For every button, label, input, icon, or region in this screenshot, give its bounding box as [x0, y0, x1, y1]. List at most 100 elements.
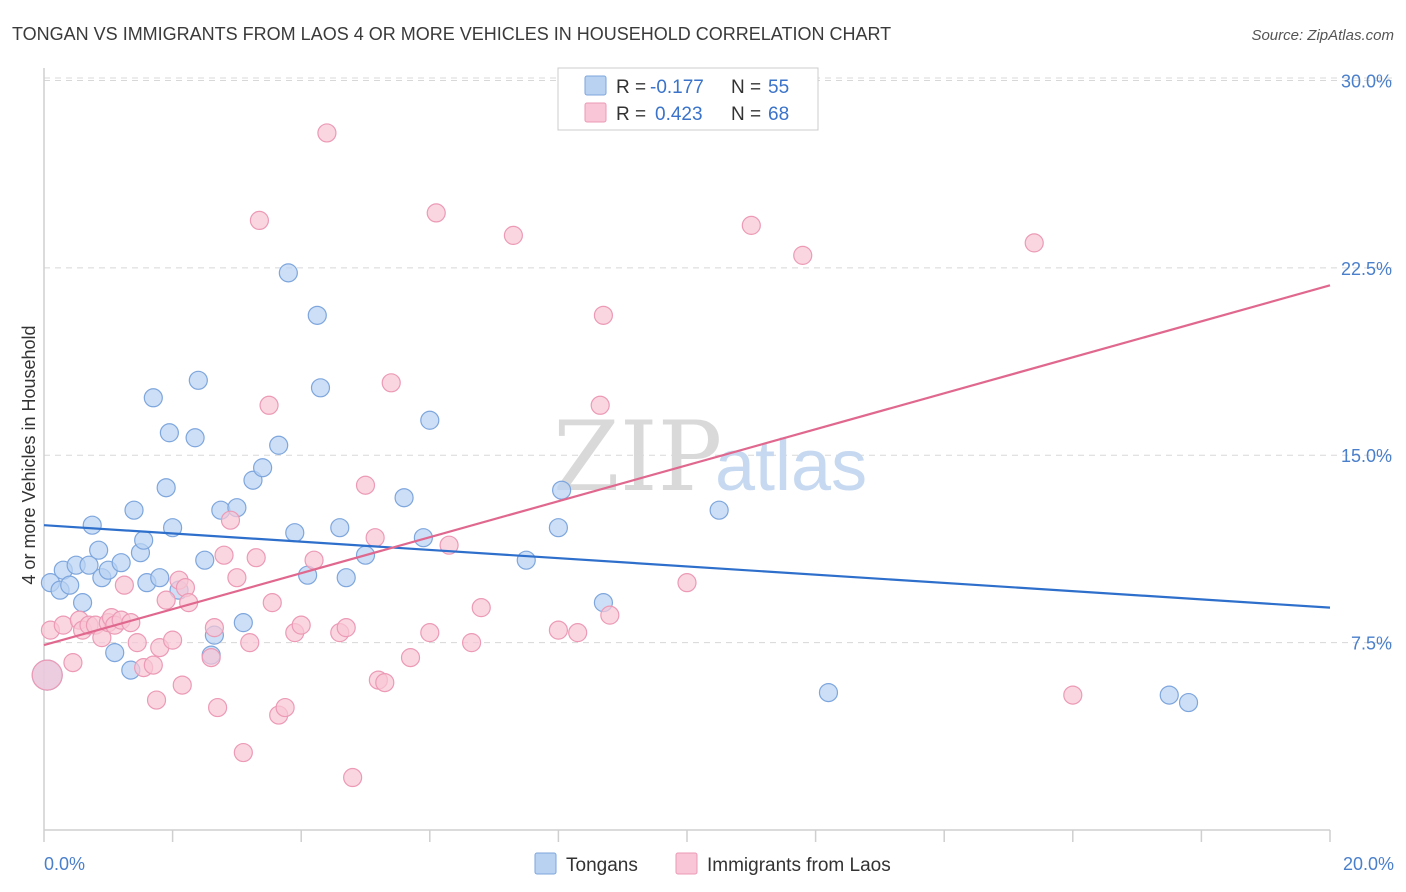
- bottom-legend-laos: Immigrants from Laos: [707, 855, 891, 876]
- watermark: ZIP atlas: [553, 401, 867, 513]
- point-blue-42: [336, 568, 356, 588]
- point-pink-30: [220, 510, 241, 530]
- point-pink-18: [146, 690, 167, 710]
- point-blue-12: [105, 643, 125, 663]
- point-blue-17: [134, 530, 154, 550]
- point-pink-57: [471, 598, 491, 618]
- bottom-legend: Tongans Immigrants from Laos: [534, 852, 891, 876]
- point-blue-47: [516, 550, 536, 570]
- legend-swatch-pink: [584, 102, 607, 123]
- point-blue-45: [413, 528, 433, 548]
- x-tick-max: 20.0%: [1343, 854, 1394, 874]
- point-pink-28: [208, 697, 228, 718]
- point-pink-64: [677, 573, 697, 593]
- point-blue-39: [307, 305, 327, 325]
- legend-swatch-blue: [584, 75, 607, 96]
- point-blue-34: [253, 458, 273, 478]
- point-pink-66: [793, 245, 813, 265]
- point-blue-22: [159, 423, 179, 443]
- legend-r-label-1: R =: [616, 77, 646, 98]
- x-tick-min: 0.0%: [44, 854, 85, 874]
- point-pink-68: [1063, 685, 1083, 705]
- point-blue-32: [233, 613, 253, 633]
- point-pink-34: [246, 548, 266, 568]
- x-axis-ticks: [43, 830, 1331, 842]
- point-pink-42: [304, 550, 324, 570]
- point-pink-55: [439, 535, 459, 555]
- series-immigrants-from-laos: [31, 123, 1083, 788]
- point-blue-8: [82, 515, 102, 535]
- point-blue-25: [185, 428, 205, 448]
- gridlines: [44, 77, 1392, 644]
- point-pink-15: [127, 633, 147, 653]
- point-pink-54: [426, 203, 446, 223]
- point-pink-21: [163, 630, 183, 650]
- point-pink-61: [590, 395, 610, 415]
- legend-n-value-1: 55: [768, 77, 789, 98]
- trend-line-tongans: [43, 524, 1331, 609]
- point-pink-67: [1024, 233, 1044, 253]
- y-tick-label-2: 22.5%: [1341, 259, 1392, 279]
- watermark-atlas: atlas: [715, 426, 867, 506]
- point-pink-60: [568, 623, 588, 643]
- y-tick-labels: 7.5% 15.0% 22.5% 30.0%: [1341, 71, 1392, 653]
- point-blue-54: [1178, 692, 1199, 713]
- legend-box: R = -0.177 N = 55 R = 0.423 N = 68: [557, 67, 819, 131]
- point-pink-17: [143, 655, 163, 675]
- point-pink-35: [249, 210, 270, 230]
- point-blue-36: [278, 263, 298, 283]
- point-blue-15: [124, 500, 144, 520]
- point-pink-43: [317, 123, 337, 143]
- trend-line-laos: [43, 284, 1331, 647]
- legend-r-value-2: 0.423: [655, 104, 703, 125]
- legend-r-value-1: -0.177: [650, 77, 704, 98]
- point-pink-3: [63, 653, 83, 673]
- point-pink-37: [262, 593, 282, 613]
- point-pink-31: [227, 568, 247, 588]
- point-blue-9: [89, 540, 109, 560]
- point-blue-13: [111, 553, 131, 573]
- point-pink-23: [172, 675, 192, 695]
- bottom-legend-tongans: Tongans: [566, 855, 638, 876]
- point-pink-63: [600, 605, 620, 625]
- bottom-legend-swatch-tongans: [534, 852, 557, 875]
- point-blue-37: [285, 523, 305, 543]
- point-pink-41: [291, 615, 311, 635]
- point-blue-53: [1159, 685, 1179, 705]
- point-blue-35: [269, 435, 289, 455]
- point-blue-26: [188, 370, 208, 390]
- point-blue-21: [156, 478, 176, 498]
- point-pink-27: [204, 618, 224, 638]
- point-blue-4: [60, 575, 80, 595]
- chart-title: TONGAN VS IMMIGRANTS FROM LAOS 4 OR MORE…: [12, 24, 891, 44]
- point-pink-39: [275, 697, 295, 718]
- source-label: Source: ZipAtlas.com: [1251, 27, 1394, 44]
- point-pink-65: [741, 215, 761, 235]
- point-pink-59: [548, 620, 569, 640]
- point-pink-50: [375, 672, 395, 693]
- point-blue-7: [79, 555, 99, 575]
- legend-n-label-2: N =: [731, 104, 761, 125]
- point-pink-36: [259, 395, 279, 415]
- y-tick-label-1: 15.0%: [1341, 446, 1392, 466]
- point-pink-56: [461, 633, 482, 653]
- point-blue-27: [195, 550, 215, 570]
- legend-n-value-2: 68: [768, 104, 789, 125]
- point-blue-20: [150, 568, 170, 588]
- point-pink-45: [336, 618, 356, 638]
- point-blue-40: [310, 378, 331, 398]
- point-blue-6: [72, 593, 93, 613]
- point-pink-0: [31, 659, 63, 691]
- bottom-legend-swatch-laos: [675, 852, 698, 875]
- point-pink-2: [53, 615, 73, 635]
- point-pink-29: [214, 545, 234, 565]
- point-pink-32: [233, 742, 253, 763]
- point-blue-46: [420, 410, 440, 430]
- point-pink-26: [201, 648, 221, 668]
- point-pink-47: [355, 475, 376, 495]
- point-pink-33: [240, 633, 260, 653]
- point-pink-20: [156, 590, 176, 610]
- point-pink-51: [381, 373, 401, 393]
- point-blue-19: [143, 388, 163, 408]
